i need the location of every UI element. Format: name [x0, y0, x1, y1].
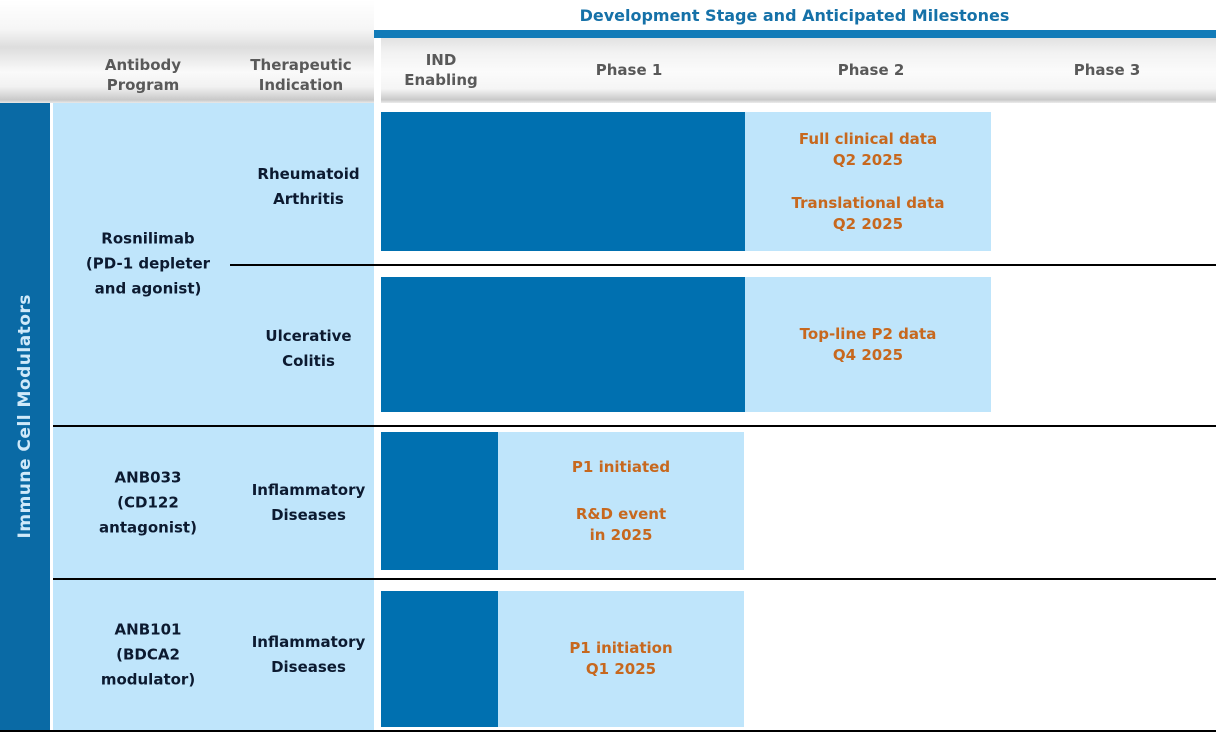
page-title-text: Development Stage and Anticipated Milest… [579, 5, 1010, 25]
column-header-phase-3: Phase 3 [1073, 61, 1141, 79]
column-header-antibody-program: Antibody Program [104, 56, 182, 94]
program-name-anb033: ANB033 (CD122 antagonist) [99, 468, 197, 536]
stage-bar-extension-anb101: P1 initiation Q1 2025 [498, 591, 744, 727]
indication-inflammatory-diseases-anb033: Inflammatory Diseases [251, 480, 366, 524]
stage-bar-extension-ulcerative-colitis: Top-line P2 data Q4 2025 [745, 277, 991, 412]
column-header-phase-1: Phase 1 [595, 61, 663, 79]
indication-inflammatory-diseases-anb101: Inflammatory Diseases [251, 633, 366, 676]
stage-header-band: IND Enabling Phase 1 Phase 2 Phase 3 [381, 38, 1216, 103]
sidebar-immune-cell-modulators: Immune Cell Modulators [0, 103, 50, 730]
milestone-p1-initiation-q1-2025: P1 initiation Q1 2025 [569, 639, 673, 678]
program-cell-anb033: ANB033 (CD122 antagonist) Inflammatory D… [53, 427, 374, 578]
milestone-p1-initiated: P1 initiated [571, 457, 671, 476]
title-underline-bar [373, 30, 1216, 38]
milestone-rd-event-2025: R&D event in 2025 [575, 504, 667, 544]
stage-bar-extension-rheumatoid-arthritis: Full clinical data Q2 2025 Translational… [745, 112, 991, 251]
stage-bar-solid-ulcerative-colitis [381, 277, 745, 412]
column-header-therapeutic-indication: Therapeutic Indication [250, 56, 352, 94]
left-column-header-band: Antibody Program Therapeutic Indication [0, 0, 374, 103]
page-title: Development Stage and Anticipated Milest… [373, 0, 1216, 30]
program-name-anb101: ANB101 (BDCA2 modulator) [100, 620, 196, 689]
stage-bar-extension-anb033: P1 initiated R&D event in 2025 [498, 432, 744, 570]
indication-rheumatoid-arthritis: Rheumatoid Arthritis [257, 165, 360, 208]
bottom-border-line [0, 730, 1216, 732]
program-name-rosnilimab: Rosnilimab (PD-1 depleter and agonist) [85, 229, 211, 298]
column-header-ind-enabling: IND Enabling [404, 51, 478, 89]
column-header-phase-2: Phase 2 [837, 61, 905, 79]
divider-rheumatoid-ulcerative [230, 264, 1216, 266]
milestone-translational-data: Translational data Q2 2025 [791, 193, 945, 233]
milestone-full-clinical-data: Full clinical data Q2 2025 [798, 129, 938, 169]
stage-bar-solid-rheumatoid-arthritis [381, 112, 745, 251]
stage-bar-solid-anb033 [381, 432, 498, 570]
sidebar-label: Immune Cell Modulators [15, 294, 35, 539]
divider-anb033-anb101 [53, 578, 1216, 580]
stage-bar-solid-anb101 [381, 591, 498, 727]
indication-ulcerative-colitis: Ulcerative Colitis [265, 327, 352, 370]
divider-rosnilimab-anb033 [53, 425, 1216, 427]
milestone-top-line-p2-data: Top-line P2 data Q4 2025 [799, 324, 937, 364]
program-cell-anb101: ANB101 (BDCA2 modulator) Inflammatory Di… [53, 580, 374, 730]
